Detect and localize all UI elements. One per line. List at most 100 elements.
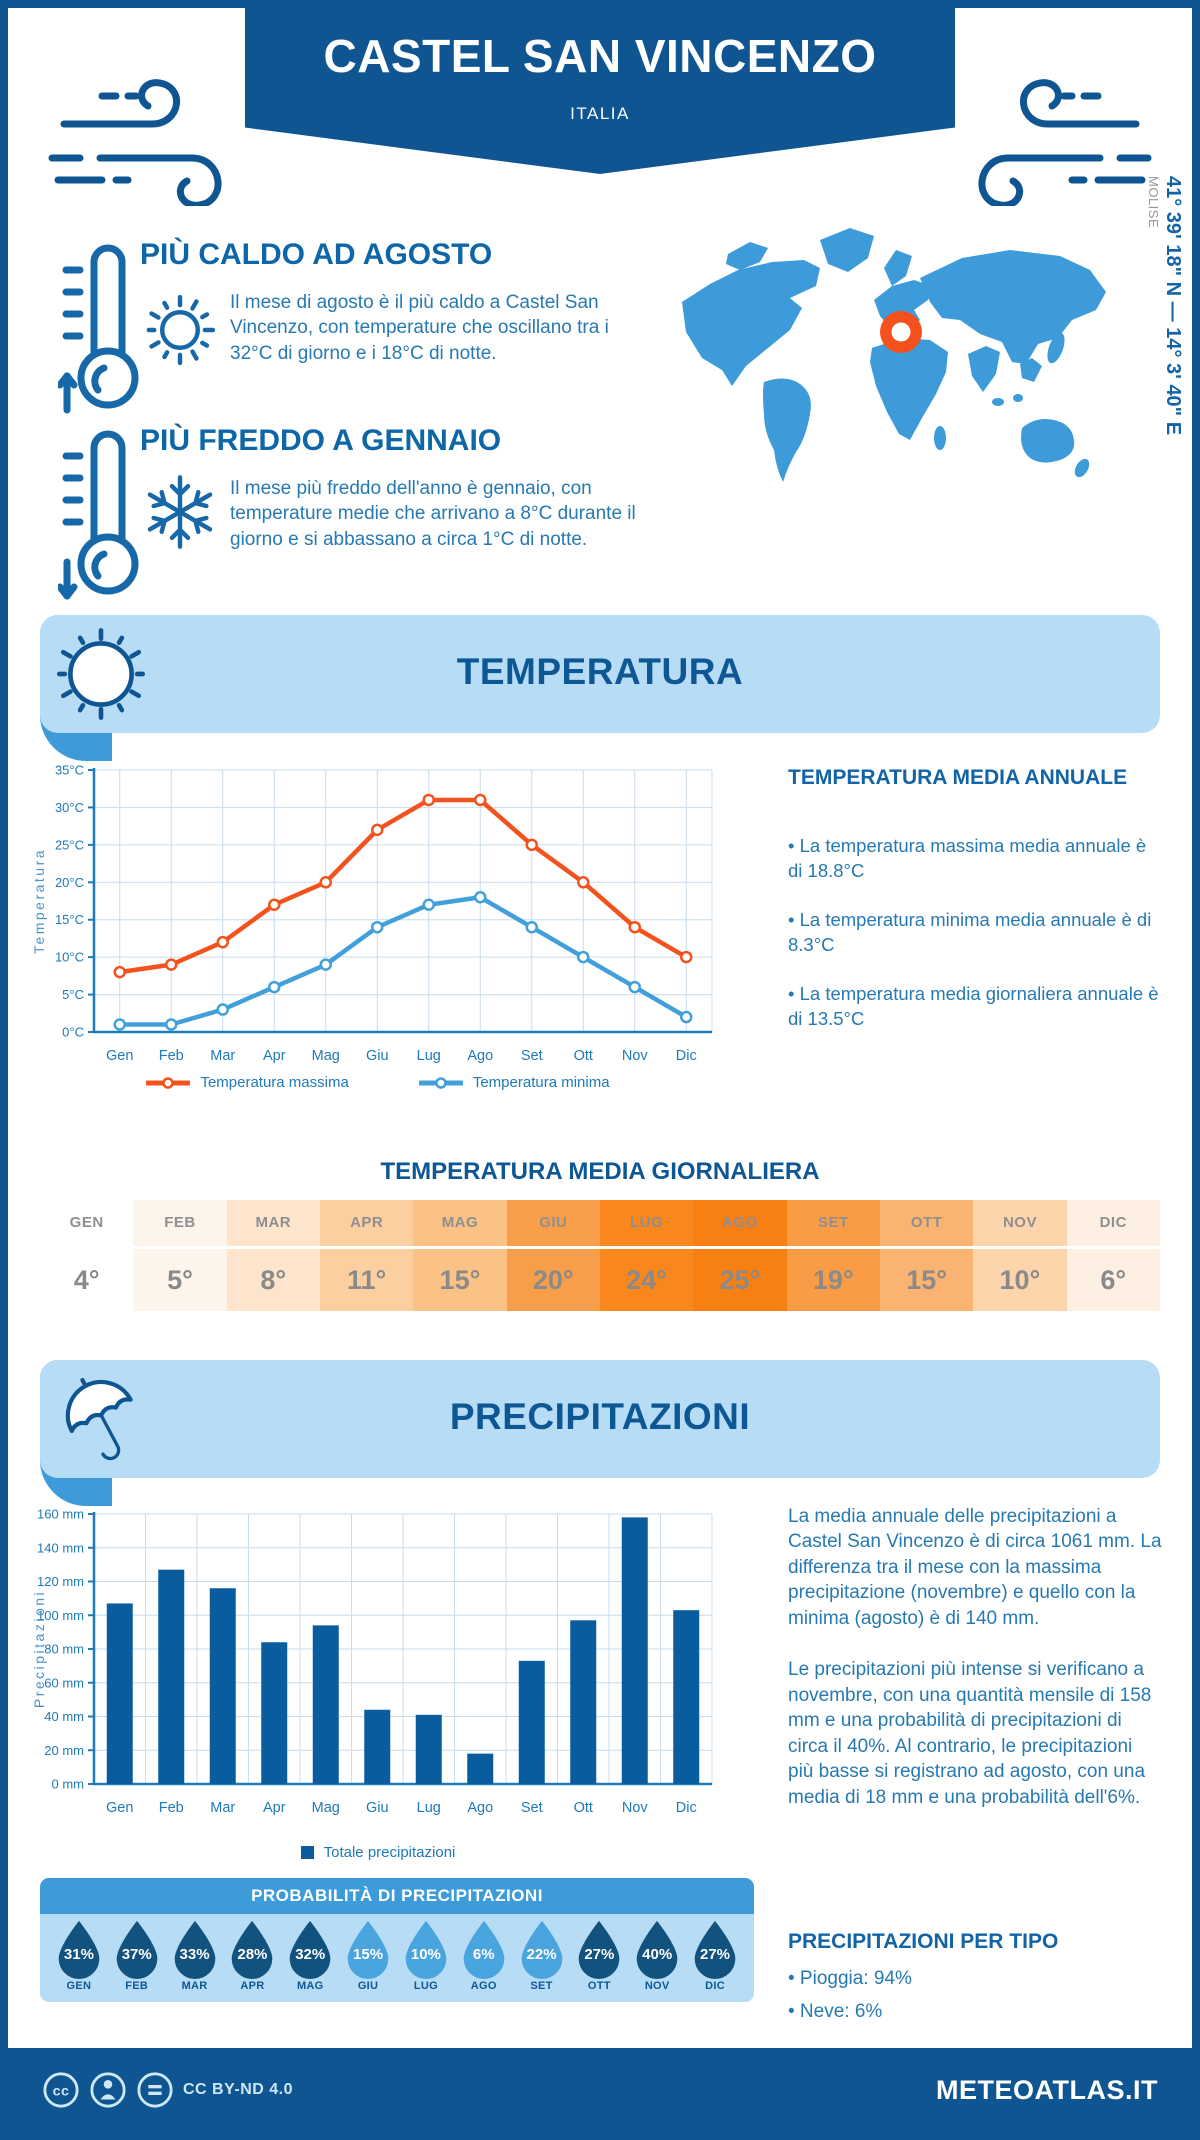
page-title: CASTEL SAN VINCENZO — [323, 30, 877, 82]
svg-text:Ott: Ott — [574, 1048, 593, 1064]
svg-text:Gen: Gen — [106, 1800, 133, 1816]
precipitation-banner-title: PRECIPITAZIONI — [449, 1396, 751, 1437]
cc-by-person-icon — [90, 2072, 126, 2108]
svg-text:0°C: 0°C — [62, 1025, 84, 1040]
annual-bullet: • La temperatura minima media annuale è … — [788, 908, 1152, 955]
precipitation-by-type-block: PRECIPITAZIONI PER TIPO • Pioggia: 94% •… — [788, 1930, 1160, 2025]
droplet-month-label: DIC — [705, 1980, 725, 1992]
legend-label-min: Temperatura minima — [472, 1074, 610, 1091]
legend-item-total: Totale precipitazioni — [300, 1844, 456, 1861]
table-column: MAR 8° — [226, 1200, 320, 1311]
droplet-icon — [174, 1920, 215, 1979]
thermometer-down-icon — [58, 430, 139, 600]
droplet-month-label: GEN — [66, 1980, 92, 1992]
droplet-cell: 37% FEB — [108, 1919, 166, 1992]
droplet-month-label: OTT — [587, 1980, 611, 1992]
droplet-month-label: LUG — [413, 1980, 438, 1992]
droplet-month-label: GIU — [357, 1980, 379, 1992]
droplet-cell: 10% LUG — [397, 1919, 455, 1992]
svg-text:Lug: Lug — [417, 1800, 441, 1816]
table-month-label: DIC — [1066, 1200, 1160, 1249]
svg-text:30°C: 30°C — [55, 800, 84, 815]
min-line-marker-icon — [418, 1076, 463, 1089]
droplet-month-label: FEB — [125, 1980, 149, 1992]
legend-label-total: Totale precipitazioni — [323, 1844, 456, 1861]
table-temperature-value: 19° — [812, 1265, 854, 1295]
svg-text:Temperatura: Temperatura — [31, 848, 47, 954]
svg-text:cc: cc — [53, 2084, 70, 2100]
svg-text:100 mm: 100 mm — [37, 1608, 84, 1623]
hot-title: PIÙ CALDO AD AGOSTO — [140, 238, 493, 271]
svg-text:Feb: Feb — [159, 1048, 184, 1064]
droplet-cell: 6% AGO — [455, 1919, 513, 1992]
droplet-icon — [289, 1920, 331, 1979]
droplet-cell: 33% MAR — [166, 1919, 224, 1992]
table-month-label: AGO — [693, 1200, 787, 1249]
droplet-cell: 15% GIU — [339, 1919, 397, 1992]
droplet-icon — [521, 1920, 562, 1979]
svg-text:Nov: Nov — [622, 1800, 649, 1816]
page-subtitle: ITALIA — [570, 104, 630, 124]
svg-text:Gen: Gen — [106, 1048, 133, 1064]
droplet-month-label: MAG — [296, 1980, 324, 1992]
droplet-icon — [636, 1920, 678, 1979]
droplet-percentage: 27% — [584, 1946, 615, 1963]
svg-text:Giu: Giu — [366, 1800, 389, 1816]
title-ribbon: CASTEL SAN VINCENZO ITALIA — [245, 8, 955, 174]
table-month-label: OTT — [879, 1200, 974, 1249]
svg-text:0 mm: 0 mm — [52, 1777, 85, 1792]
droplet-cell: 22% SET — [513, 1919, 571, 1992]
svg-text:Lug: Lug — [417, 1048, 441, 1064]
droplet-icon — [58, 1920, 100, 1979]
by-type-title: PRECIPITAZIONI PER TIPO — [788, 1930, 1059, 1953]
droplet-percentage: 32% — [295, 1946, 326, 1963]
svg-text:40 mm: 40 mm — [44, 1709, 84, 1724]
table-column: AGO 25° — [693, 1200, 787, 1311]
precipitation-paragraph: La media annuale delle precipitazioni a … — [788, 1506, 1162, 1629]
annual-bullet: • La temperatura massima media annuale è… — [788, 835, 1147, 881]
table-temperature-value: 15° — [439, 1265, 481, 1295]
precipitation-paragraph: Le precipitazioni più intense si verific… — [788, 1659, 1152, 1808]
table-column: DIC 6° — [1066, 1200, 1160, 1311]
annual-temperature-title: TEMPERATURA MEDIA ANNUALE — [788, 766, 1128, 789]
hot-highlight: PIÙ CALDO AD AGOSTO Il mese di agosto è … — [58, 234, 678, 414]
table-month-label: FEB — [133, 1200, 227, 1249]
probability-title: PROBABILITÀ DI PRECIPITAZIONI — [40, 1878, 754, 1914]
svg-text:120 mm: 120 mm — [37, 1574, 84, 1589]
annual-bullet: • La temperatura media giornaliera annua… — [788, 982, 1159, 1029]
droplet-percentage: 15% — [353, 1946, 384, 1963]
temperature-banner: TEMPERATURA — [40, 615, 1160, 733]
annual-temperature-block: TEMPERATURA MEDIA ANNUALE • La temperatu… — [788, 766, 1160, 1032]
droplet-month-label: NOV — [644, 1980, 670, 1992]
region-label: MOLISE — [1146, 176, 1161, 229]
legend-item-min: Temperatura minima — [418, 1074, 610, 1091]
table-temperature-value: 25° — [719, 1265, 761, 1295]
droplet-month-label: AGO — [470, 1980, 497, 1992]
droplet-month-label: MAR — [181, 1980, 208, 1992]
svg-text:160 mm: 160 mm — [37, 1507, 84, 1522]
legend-item-max: Temperatura massima — [146, 1074, 349, 1091]
by-type-bullet: • Pioggia: 94% — [788, 1968, 912, 1989]
precipitation-bar-chart: 0 mm 20 mm 40 mm 60 mm 80 mm 100 mm 120 mm 140 … — [31, 1507, 713, 1816]
license-block: cc CC BY-ND 4.0 — [42, 2071, 293, 2109]
svg-text:Set: Set — [521, 1800, 543, 1816]
footer: cc CC BY-ND 4.0 METEOATLAS.IT — [8, 2048, 1192, 2132]
table-column: OTT 15° — [879, 1200, 974, 1311]
table-temperature-value: 10° — [999, 1265, 1041, 1295]
bar-swatch-icon — [300, 1846, 314, 1859]
droplet-cell: 27% DIC — [686, 1919, 744, 1992]
table-column: LUG 24° — [599, 1200, 694, 1311]
license-label: CC BY-ND 4.0 — [183, 2081, 294, 2098]
svg-text:Dic: Dic — [676, 1800, 697, 1816]
table-temperature-value: 20° — [532, 1265, 574, 1295]
droplet-icon — [694, 1920, 736, 1979]
svg-text:Mag: Mag — [312, 1800, 340, 1816]
svg-text:Apr: Apr — [263, 1048, 286, 1064]
probability-droplets: 31% GEN 37% FEB 33% MAR 28% APR 32% MAG — [40, 1914, 754, 1992]
cold-title: PIÙ FREDDO A GENNAIO — [140, 424, 502, 457]
svg-text:Dic: Dic — [676, 1048, 697, 1064]
svg-text:Mag: Mag — [312, 1048, 340, 1064]
droplet-icon — [579, 1920, 620, 1979]
wind-icon — [48, 79, 222, 206]
